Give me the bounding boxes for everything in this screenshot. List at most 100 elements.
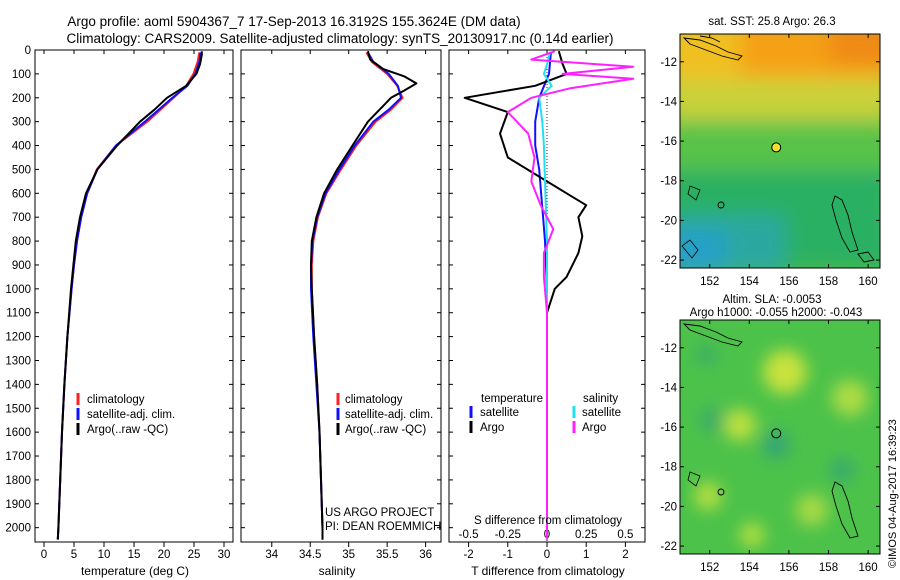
legend-salinity-heading: salinity: [583, 393, 618, 405]
title-line-1: Argo profile: aoml 5904367_7 17-Sep-2013…: [67, 14, 520, 29]
sla-map-image: [680, 320, 880, 554]
lon-tick-label: 156: [779, 562, 798, 574]
x-tick-label: 35: [342, 549, 355, 561]
s-tick-label: -0.25: [495, 529, 521, 541]
depth-tick-label: 1500: [5, 403, 31, 415]
depth-tick-label: 1800: [5, 475, 31, 487]
depth-tick-label: 1900: [5, 499, 31, 511]
lon-tick-label: 154: [740, 276, 760, 288]
depth-tick-label: 0: [25, 45, 31, 57]
depth-tick-label: 900: [12, 260, 31, 272]
depth-tick-label: 100: [12, 69, 31, 81]
legend-satellite-label: satellite-adj. clim.: [345, 409, 433, 421]
salinity-depth-ticks: [241, 49, 441, 529]
imos-credit: ©IMOS 04-Aug-2017 16:39:23: [887, 419, 899, 568]
sst-map-panel: sat. SST: 25.8 Argo: 26.3 -12-14-16-18-: [660, 16, 881, 288]
depth-axis: 0 100 200 300 400 500 600 700 800 900 1000 1100 1200…: [5, 45, 233, 535]
lat-tick-label: -12: [660, 57, 677, 69]
lat-tick-label: -20: [660, 501, 677, 513]
depth-tick-label: 1600: [5, 427, 31, 439]
depth-tick-label: 600: [12, 188, 31, 200]
temperature-x-axis: 0 5 10 15 20 25 30: [41, 50, 231, 561]
depth-tick-label: 1100: [6, 308, 31, 320]
t-difference-label: T difference from climatology: [471, 564, 625, 578]
salinity-plot-frame: [240, 49, 442, 543]
lat-tick-label: -22: [660, 541, 677, 553]
x-tick-label: 20: [158, 549, 171, 561]
legend-climatology-label: climatology: [345, 394, 403, 406]
argo-float-marker: [771, 428, 782, 439]
series-line-argo: [310, 50, 418, 540]
temperature-lines: [56, 51, 203, 540]
x-tick-label: 34.5: [299, 549, 321, 561]
title-line-2: Climatology: CARS2009. Satellite-adjuste…: [66, 31, 613, 46]
x-tick-label: 0: [41, 549, 47, 561]
lat-tick-label: -16: [660, 136, 677, 148]
salinity-x-axis: 34 34.5 35 35.5 36: [265, 50, 432, 561]
difference-panel: -2 -1 0 1 2-0.5 -0.25 0 0.25 0.5 S difference fr…: [448, 49, 646, 578]
x-tick-label: 5: [71, 549, 77, 561]
sst-latitude-axis: -12 -14 -16 -18 -20 -22: [660, 57, 880, 267]
series-line-salinity_argo: [506, 50, 635, 540]
lat-tick-label: -18: [660, 462, 677, 474]
difference-depth-ticks: [449, 49, 645, 529]
s-tick-label: 0.5: [617, 529, 633, 541]
lon-tick-label: 158: [819, 562, 838, 574]
lon-tick-label: 154: [740, 562, 760, 574]
x-tick-label: 34: [265, 549, 278, 561]
lat-tick-label: -22: [660, 255, 677, 267]
lon-tick-label: 156: [779, 276, 798, 288]
x-tick-label: 10: [98, 549, 111, 561]
salinity-axis-label: salinity: [319, 564, 356, 578]
temperature-plot-frame: [34, 49, 234, 543]
lon-tick-label: 158: [819, 276, 838, 288]
lon-tick-label: 152: [700, 276, 719, 288]
salinity-legend: climatology satellite-adj. clim. Argo(..…: [336, 393, 433, 436]
lon-tick-label: 160: [859, 276, 878, 288]
t-tick-label: 0: [544, 549, 550, 561]
sst-map-title: sat. SST: 25.8 Argo: 26.3: [708, 16, 835, 28]
sla-map-frame: [679, 319, 881, 555]
x-tick-label: 15: [128, 549, 141, 561]
t-tick-label: 1: [583, 549, 589, 561]
legend-argo-label: Argo(..raw -QC): [87, 424, 168, 436]
depth-tick-label: 800: [12, 236, 31, 248]
s-tick-label: -0.5: [459, 529, 479, 541]
lat-tick-label: -14: [660, 96, 677, 108]
series-line-climatology: [310, 51, 404, 540]
temperature-legend: climatology satellite-adj. clim. Argo(..…: [76, 393, 175, 436]
lon-tick-label: 160: [859, 562, 878, 574]
sla-map-title-1: Altim. SLA: -0.0053: [722, 294, 821, 306]
series-line-satellite: [56, 52, 202, 540]
x-tick-label: 36: [419, 549, 432, 561]
x-tick-label: 25: [188, 549, 201, 561]
temperature-axis-label: temperature (deg C): [81, 564, 189, 578]
series-line-climatology: [56, 52, 201, 540]
lat-tick-label: -18: [660, 176, 677, 188]
series-line-argo: [56, 51, 203, 540]
lon-tick-label: 152: [700, 562, 719, 574]
legend-s-argo-label: Argo: [582, 422, 606, 434]
lat-tick-label: -12: [660, 343, 677, 355]
legend-temperature-heading: temperature: [481, 393, 543, 405]
t-tick-label: -1: [503, 549, 513, 561]
sla-latitude-axis: -12 -14 -16 -18 -20 -22: [660, 343, 880, 553]
temperature-panel: 0100200300400500600700800900100011001200…: [5, 45, 234, 578]
legend-satellite-label: satellite-adj. clim.: [87, 409, 175, 421]
depth-tick-label: 1300: [5, 355, 31, 367]
depth-tick-label: 1000: [5, 284, 31, 296]
difference-legend: temperature salinity satellite Argo sate…: [469, 393, 621, 434]
sst-longitude-axis: 152 154 156 158 160: [700, 34, 878, 288]
depth-tick-label: 1400: [5, 379, 31, 391]
lat-tick-label: -20: [660, 215, 677, 227]
sst-map-image: [680, 34, 880, 268]
x-tick-label: 30: [218, 549, 231, 561]
x-tick-label: 35.5: [376, 549, 398, 561]
lat-tick-label: -14: [660, 382, 677, 394]
depth-tick-label: 400: [12, 141, 31, 153]
t-tick-label: 2: [622, 549, 628, 561]
depth-tick-label: 1200: [5, 332, 31, 344]
project-annotation: US ARGO PROJECT: [325, 507, 434, 519]
legend-t-satellite-label: satellite: [480, 407, 519, 419]
